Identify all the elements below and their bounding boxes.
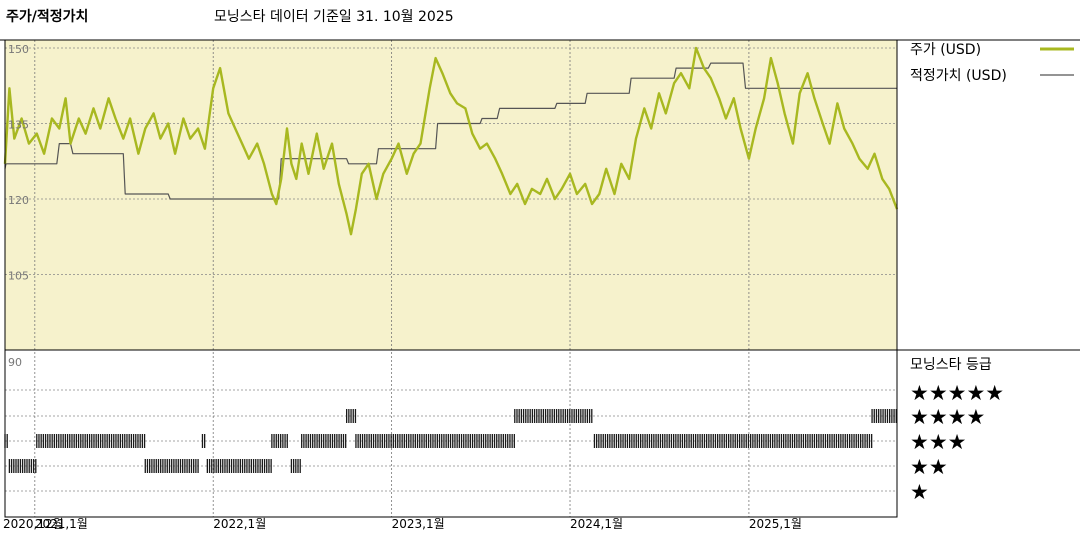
plot-background <box>5 40 897 350</box>
rating-segment-3-star <box>36 434 146 448</box>
rating-segment-4-star <box>871 409 897 423</box>
x-tick-label: 2022,1월 <box>213 517 266 531</box>
price-line <box>3 46 899 236</box>
rating-segment-2-star <box>8 459 37 473</box>
rating-level-5: ★★★★★ <box>910 381 1004 405</box>
x-tick-label: 2024,1월 <box>570 517 623 531</box>
y-tick-label: 105 <box>8 270 29 283</box>
data-date-caption: 모닝스타 데이터 기준일 31. 10월 2025 <box>214 9 454 25</box>
legend: 주가 (USD) 적정가치 (USD) <box>910 42 1074 84</box>
y-tick-label: 135 <box>8 119 29 132</box>
chart-frame <box>0 39 1080 518</box>
legend-fair-value-label: 적정가치 (USD) <box>910 68 1007 84</box>
y-tick-label: 150 <box>8 43 29 56</box>
rating-axis-tick: 90 <box>8 356 22 369</box>
price-plot-area <box>5 40 897 350</box>
rating-level-3: ★★★ <box>910 430 966 454</box>
rating-level-1: ★ <box>910 480 929 504</box>
x-tick-label: 2023,1월 <box>392 517 445 531</box>
rating-segment-3-star <box>593 434 873 448</box>
rating-legend: 모닝스타 등급 ★★★★★ ★★★★ ★★★ ★★ ★ <box>910 357 1004 504</box>
price-path <box>3 46 899 236</box>
legend-price-label: 주가 (USD) <box>910 42 981 58</box>
fair-value-line <box>4 62 897 200</box>
rating-segment-4-star <box>345 409 357 423</box>
rating-segment-3-star <box>355 434 515 448</box>
rating-segment-3-star <box>301 434 347 448</box>
x-tick-label-first: 2020,12월 <box>3 517 64 531</box>
rating-segment-2-star <box>290 459 301 473</box>
chart-title: 주가/적정가치 <box>6 9 89 25</box>
rating-panel-title: 모닝스타 등급 <box>910 357 992 373</box>
x-tick-label: 2025,1월 <box>749 517 802 531</box>
rating-bars <box>4 409 897 473</box>
rating-segment-2-star <box>144 459 199 473</box>
fair-value-path <box>4 62 897 200</box>
rating-segment-4-star <box>514 409 593 423</box>
rating-level-2: ★★ <box>910 455 948 479</box>
rating-segment-3-star <box>271 434 288 448</box>
rating-level-4: ★★★★ <box>910 405 985 429</box>
rating-segment-3-star <box>201 434 206 448</box>
x-axis-ticks: 2021,1월 2022,1월 2023,1월 2024,1월 2025,1월 2020,… <box>3 517 802 531</box>
rating-segment-2-star <box>206 459 272 473</box>
y-tick-label: 120 <box>8 194 29 207</box>
y-axis-ticks: 150 135 120 105 90 <box>8 43 29 369</box>
x-tick-label: 2021,1월 <box>35 517 88 531</box>
